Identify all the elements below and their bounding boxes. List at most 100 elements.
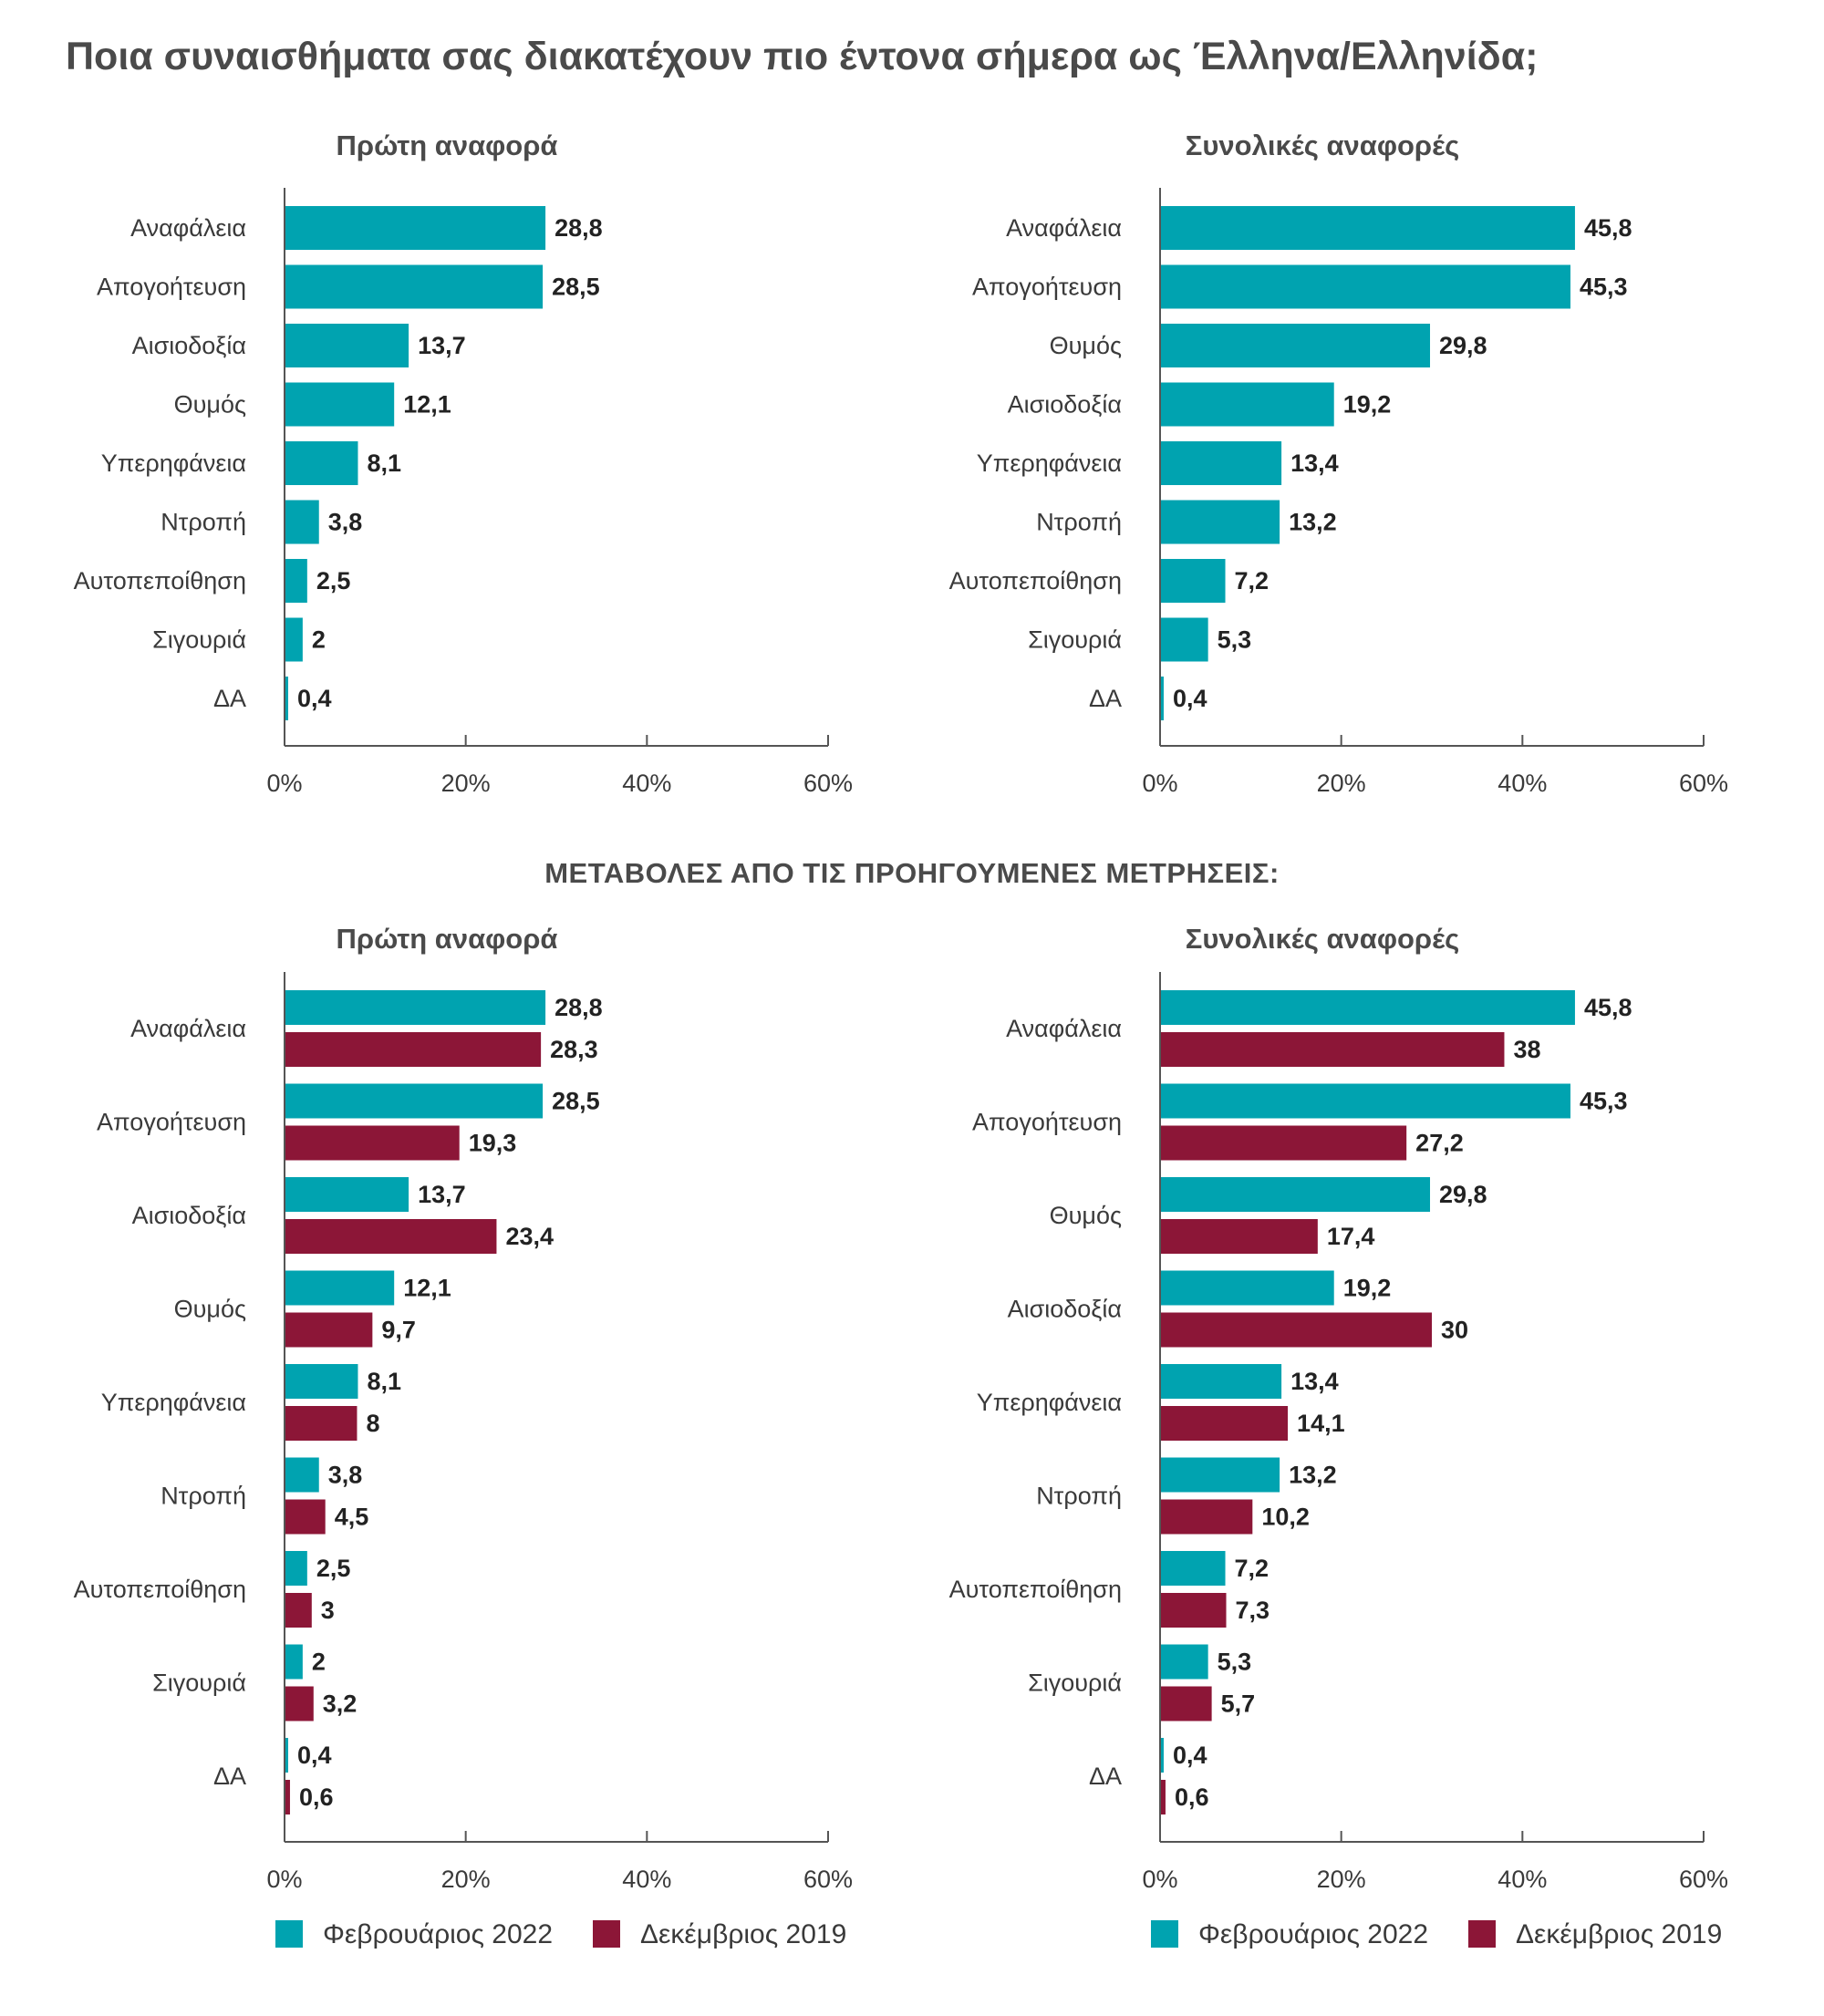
bar — [285, 559, 307, 603]
data-label: 17,4 — [1327, 1223, 1375, 1250]
bar — [1160, 441, 1282, 485]
legend-swatch — [1468, 1920, 1496, 1948]
data-label: 13,4 — [1290, 450, 1339, 477]
x-tick-label: 40% — [622, 1866, 671, 1893]
data-label: 28,8 — [554, 994, 603, 1021]
chart-title: Συνολικές αναφορές — [1186, 129, 1459, 161]
category-label: Αυτοπεποίθηση — [74, 567, 246, 594]
category-label: Αισιοδοξία — [132, 332, 246, 359]
category-label: Αυτοπεποίθηση — [74, 1576, 246, 1603]
data-label: 12,1 — [403, 391, 451, 419]
bar — [1160, 500, 1280, 544]
data-label: 5,3 — [1218, 626, 1252, 654]
category-label: Υπερηφάνεια — [977, 450, 1122, 477]
data-label: 8,1 — [367, 1368, 401, 1395]
x-tick-label: 0% — [266, 1866, 302, 1893]
bar — [1160, 1364, 1282, 1399]
data-label: 0,6 — [299, 1783, 334, 1811]
category-label: Θυμός — [174, 391, 246, 419]
bar — [1160, 1780, 1166, 1814]
bar — [1160, 1032, 1505, 1067]
bar — [285, 1125, 460, 1161]
data-label: 19,2 — [1343, 391, 1392, 419]
bar — [285, 1644, 303, 1680]
bar — [1160, 677, 1164, 720]
x-tick-label: 60% — [803, 770, 853, 797]
data-label: 0,6 — [1175, 1783, 1209, 1811]
data-label: 3,2 — [323, 1690, 358, 1718]
bar — [1160, 1406, 1289, 1441]
bar — [1160, 1083, 1570, 1119]
page-title: Ποια συναισθήματα σας διακατέχουν πιο έν… — [66, 35, 1539, 78]
data-label: 13,7 — [418, 332, 466, 359]
chart-total-mentions-comparison: Συνολικές αναφορές Αναφάλεια 45,8 38 Απογοήτ… — [949, 923, 1728, 1949]
bar — [285, 1032, 542, 1067]
bar — [285, 264, 544, 309]
data-label: 4,5 — [335, 1504, 369, 1531]
category-label: ΔΑ — [213, 685, 246, 712]
data-label: 45,8 — [1584, 994, 1632, 1021]
bar — [285, 1312, 373, 1348]
legend-label: Φεβρουάριος 2022 — [1198, 1919, 1428, 1949]
data-label: 13,2 — [1289, 1462, 1337, 1489]
data-label: 38 — [1513, 1036, 1540, 1063]
bar — [285, 1499, 326, 1535]
category-label: Απογοήτευση — [97, 1109, 246, 1136]
category-label: ΔΑ — [1089, 685, 1122, 712]
bar — [285, 990, 546, 1025]
x-tick-label: 20% — [1317, 770, 1366, 797]
bar — [1160, 1551, 1226, 1586]
bar — [1160, 559, 1226, 603]
category-label: Αισιοδοξία — [1008, 391, 1122, 419]
chart-total-mentions: Συνολικές αναφορές Αναφάλεια 45,8 Απογοήτευ… — [949, 129, 1728, 797]
legend-label: Φεβρουάριος 2022 — [323, 1919, 553, 1949]
bar — [285, 1364, 358, 1399]
x-tick-label: 0% — [1142, 1866, 1177, 1893]
bar — [285, 1686, 314, 1721]
data-label: 8 — [366, 1410, 379, 1437]
bar — [285, 441, 358, 485]
bar — [1160, 324, 1431, 367]
category-label: Ντροπή — [161, 509, 246, 536]
data-label: 8,1 — [367, 450, 401, 477]
chart-first-mention-comparison: Πρώτη αναφορά Αναφάλεια 28,8 28,3 Απογοήτευσ… — [74, 923, 853, 1949]
category-label: Θυμός — [1050, 332, 1122, 359]
x-tick-label: 40% — [1498, 1866, 1547, 1893]
chart-title: Πρώτη αναφορά — [337, 129, 558, 161]
category-label: Θυμός — [174, 1296, 246, 1323]
data-label: 0,4 — [1173, 1742, 1207, 1769]
bar — [1160, 1738, 1164, 1773]
data-label: 45,3 — [1580, 1088, 1628, 1115]
data-label: 13,2 — [1289, 509, 1337, 536]
category-label: Υπερηφάνεια — [977, 1389, 1122, 1416]
bar — [1160, 264, 1570, 309]
data-label: 5,3 — [1218, 1649, 1252, 1676]
data-label: 13,7 — [418, 1181, 466, 1208]
data-label: 45,3 — [1580, 274, 1628, 301]
data-label: 13,4 — [1290, 1368, 1339, 1395]
data-label: 29,8 — [1439, 332, 1487, 359]
category-label: Απογοήτευση — [972, 1109, 1122, 1136]
bar — [1160, 1125, 1407, 1161]
data-label: 2 — [312, 626, 326, 654]
legend-swatch — [593, 1920, 620, 1948]
category-label: Αισιοδοξία — [132, 1202, 246, 1229]
bar — [285, 1270, 395, 1306]
category-label: Θυμός — [1050, 1202, 1122, 1229]
data-label: 19,2 — [1343, 1275, 1392, 1302]
category-label: Απογοήτευση — [972, 274, 1122, 301]
x-tick-label: 60% — [1679, 770, 1728, 797]
bar — [285, 1593, 312, 1628]
data-label: 28,5 — [552, 274, 600, 301]
data-label: 3 — [321, 1597, 335, 1624]
bar — [1160, 1312, 1432, 1348]
bar — [1160, 1593, 1227, 1628]
category-label: Σιγουριά — [1028, 626, 1122, 654]
bar — [285, 324, 409, 367]
bar — [1160, 1219, 1318, 1254]
category-label: Ντροπή — [1036, 1483, 1122, 1510]
category-label: ΔΑ — [213, 1763, 246, 1790]
x-tick-label: 40% — [1498, 770, 1547, 797]
category-label: Απογοήτευση — [97, 274, 246, 301]
